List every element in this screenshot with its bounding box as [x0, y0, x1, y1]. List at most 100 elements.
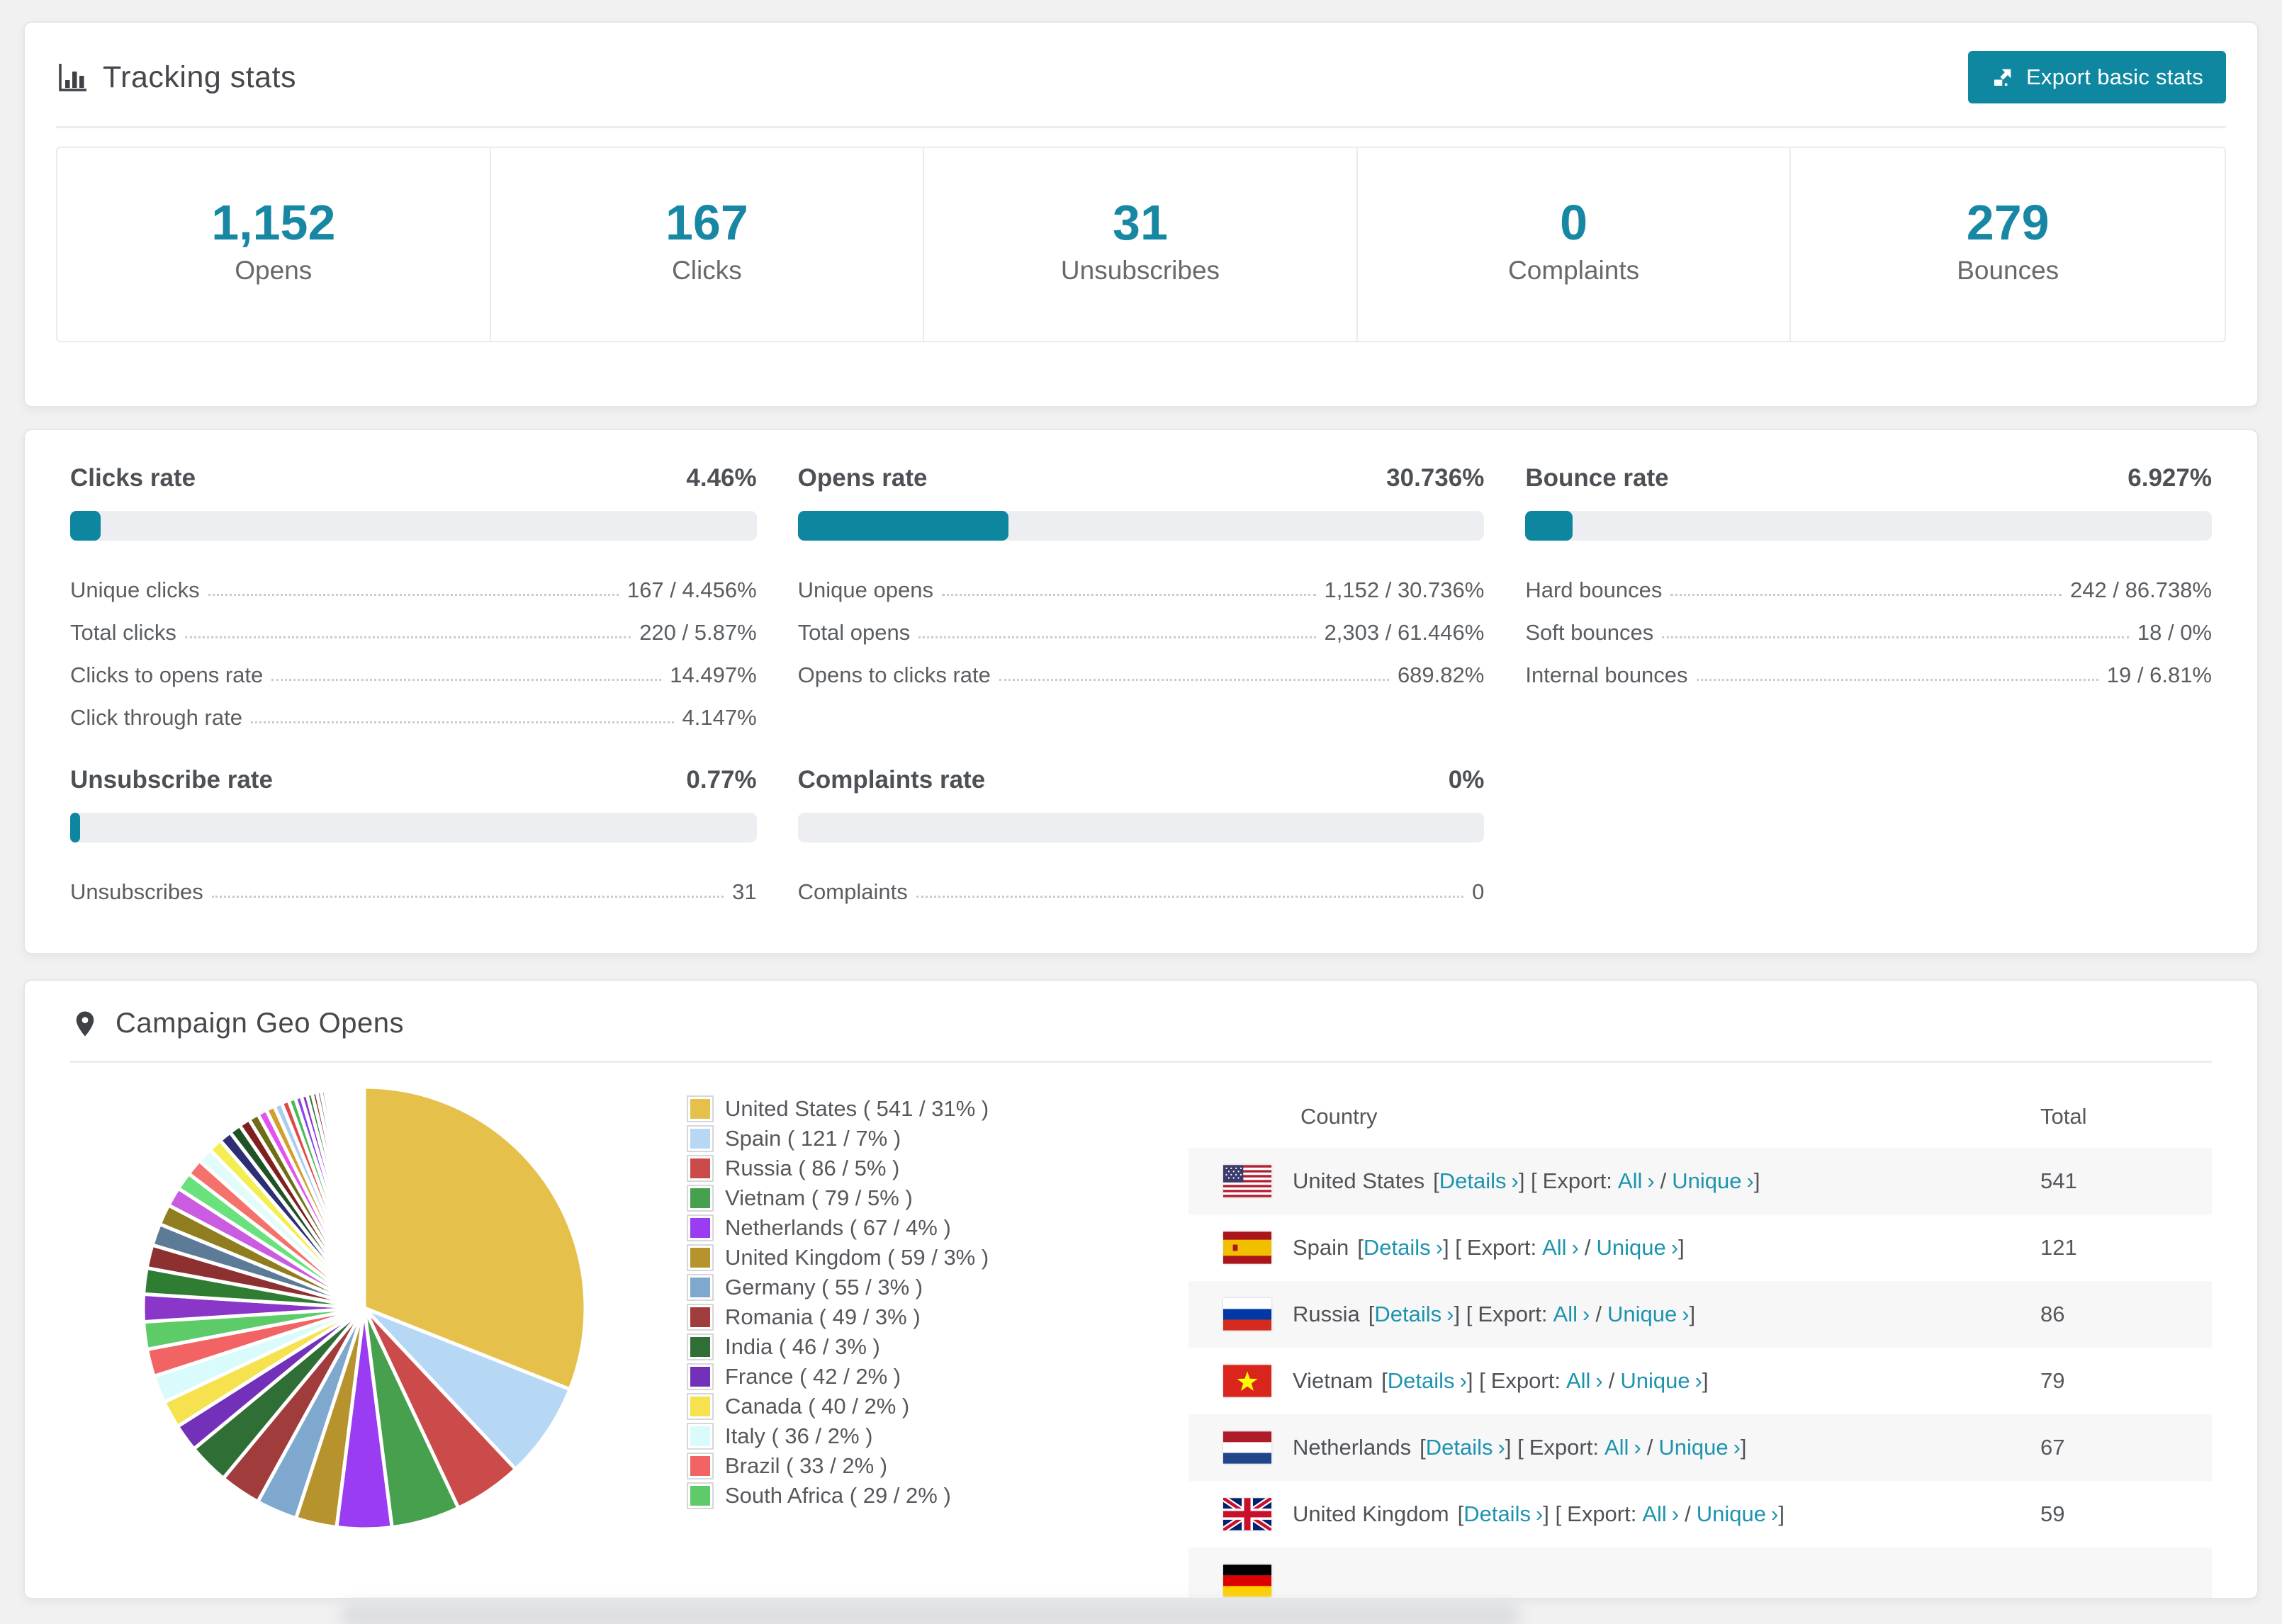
export-label: Export: — [1478, 1302, 1548, 1326]
rate-progress-track — [1525, 511, 2212, 541]
rate-value: 30.736% — [1386, 464, 1485, 492]
geo-pie-chart — [70, 1068, 658, 1598]
legend-label: France ( 42 / 2% ) — [725, 1364, 901, 1389]
export-all-link[interactable]: All › — [1542, 1235, 1579, 1260]
rate-metric-row: Unique clicks 167 / 4.456% — [70, 560, 757, 603]
country-name: United States — [1293, 1168, 1425, 1193]
rate-progress-fill — [1525, 511, 1573, 541]
slash: / — [1584, 1235, 1591, 1260]
rate-metric-row: Hard bounces 242 / 86.738% — [1525, 560, 2212, 603]
details-link[interactable]: Details › — [1425, 1435, 1505, 1460]
country-name: United Kingdom — [1293, 1501, 1449, 1526]
country-cell: Netherlands [Details ›] [Export: All › / Uniqu… — [1188, 1414, 2028, 1481]
export-unique-link[interactable]: Unique › — [1620, 1368, 1702, 1393]
rate-metric-row: Complaints 0 — [798, 862, 1485, 905]
bracket: ] — [1678, 1235, 1685, 1260]
metric-label: Soft bounces — [1525, 620, 1654, 645]
rate-metric-row: Total opens 2,303 / 61.446% — [798, 603, 1485, 645]
dotted-leader — [1696, 679, 2098, 681]
country-flag-us — [1223, 1165, 1271, 1197]
metric-label: Total opens — [797, 620, 911, 645]
legend-swatch — [687, 1393, 714, 1420]
export-label: Export: — [1542, 1168, 1612, 1193]
total-cell: 79 — [2040, 1368, 2065, 1393]
rate-title: Unsubscribe rate — [70, 766, 273, 794]
details-link[interactable]: Details › — [1363, 1235, 1444, 1260]
details-link[interactable]: Details › — [1463, 1501, 1544, 1526]
export-unique-link[interactable]: Unique › — [1607, 1302, 1690, 1326]
bracket: ] — [1778, 1501, 1784, 1526]
bracket: [ — [1457, 1501, 1464, 1526]
pie-slice — [362, 1306, 572, 1471]
summary-stat-bounces: 279 Bounces — [1791, 148, 2225, 341]
geo-legend: United States ( 541 / 31% ) Spain ( 121 /… — [658, 1068, 1169, 1598]
metric-value: 19 / 6.81% — [2106, 662, 2212, 687]
export-unique-link[interactable]: Unique › — [1596, 1235, 1679, 1260]
metric-label: Clicks to opens rate — [70, 662, 264, 687]
total-cell: 86 — [2040, 1302, 2065, 1326]
chevron-icon: › — [1634, 1435, 1641, 1460]
bracket: [ — [1420, 1435, 1426, 1460]
pie-slice — [362, 1085, 588, 1392]
slash: / — [1685, 1501, 1691, 1526]
metric-label: Internal bounces — [1525, 662, 1688, 687]
chevron-icon: › — [1647, 1168, 1655, 1193]
geo-opens-card: Campaign Geo Opens United States ( 541 /… — [23, 979, 2259, 1599]
bracket: ] — [1702, 1368, 1709, 1393]
legend-swatch — [687, 1155, 714, 1182]
rate-progress-fill — [797, 511, 1009, 541]
rate-metric-row: Clicks to opens rate 14.497% — [70, 645, 757, 688]
column-header-total: Total — [2040, 1104, 2087, 1129]
metric-value: 4.147% — [682, 705, 757, 730]
export-all-link[interactable]: All › — [1642, 1501, 1680, 1526]
chevron-icon: › — [1583, 1302, 1590, 1326]
export-all-link[interactable]: All › — [1566, 1368, 1603, 1393]
page-title: Tracking stats — [103, 60, 297, 94]
rate-metric-list: Complaints 0 — [798, 862, 1485, 905]
metric-value: 14.497% — [670, 662, 757, 687]
bracket: ] — [1753, 1168, 1760, 1193]
country-flag-de — [1223, 1564, 1271, 1597]
table-row-cut — [1188, 1547, 2212, 1598]
rate-metric-list: Unique opens 1,152 / 30.736% Total opens 2,… — [798, 560, 1485, 688]
country-cell: Vietnam [Details ›] [Export: All › / Unique ›] — [1188, 1348, 2028, 1414]
metric-value: 242 / 86.738% — [2070, 577, 2212, 602]
bracket: [ — [1357, 1235, 1364, 1260]
legend-item: South Africa ( 29 / 2% ) — [687, 1481, 1169, 1511]
summary-stat-unsubscribes: 31 Unsubscribes — [924, 148, 1358, 341]
rate-metric-row: Total clicks 220 / 5.87% — [70, 603, 757, 645]
details-link[interactable]: Details › — [1387, 1368, 1467, 1393]
metric-label: Total clicks — [70, 620, 176, 645]
bracket: ] [ — [1543, 1501, 1562, 1526]
stat-value: 31 — [1113, 195, 1168, 250]
metric-value: 689.82% — [1397, 662, 1485, 687]
bracket: ] — [1740, 1435, 1747, 1460]
legend-swatch — [687, 1095, 714, 1122]
chevron-icon: › — [1595, 1368, 1603, 1393]
export-basic-stats-button[interactable]: Export basic stats — [1967, 51, 2226, 103]
bracket: ] [ — [1466, 1368, 1485, 1393]
legend-swatch — [687, 1482, 714, 1509]
metric-value: 0 — [1472, 879, 1485, 904]
legend-label: Brazil ( 33 / 2% ) — [725, 1453, 888, 1478]
export-all-link[interactable]: All › — [1553, 1302, 1590, 1326]
export-all-link[interactable]: All › — [1604, 1435, 1641, 1460]
table-row-united-states: United States [Details ›] [Export: All › / Uni… — [1188, 1148, 2212, 1214]
export-unique-link[interactable]: Unique › — [1672, 1168, 1754, 1193]
geo-table: Country Total United States[Details ›] [E… — [1188, 1068, 2212, 1598]
details-link[interactable]: Details › — [1374, 1302, 1454, 1326]
details-link[interactable]: Details › — [1439, 1168, 1519, 1193]
legend-swatch — [687, 1125, 714, 1152]
summary-row: 1,152 Opens 167 Clicks 31 Unsubscribes 0 Compla… — [56, 147, 2226, 342]
rate-title: Opens rate — [797, 464, 928, 492]
export-unique-link[interactable]: Unique › — [1696, 1501, 1779, 1526]
rate-title: Clicks rate — [70, 464, 196, 492]
country-name: Russia — [1293, 1302, 1360, 1326]
stat-label: Complaints — [1508, 256, 1640, 285]
country-cell — [1188, 1547, 2028, 1598]
legend-item: United Kingdom ( 59 / 3% ) — [687, 1243, 1169, 1273]
rate-value: 0% — [1448, 766, 1485, 794]
rate-panel-header: Complaints rate 0% — [798, 766, 1485, 794]
export-all-link[interactable]: All › — [1617, 1168, 1655, 1193]
export-unique-link[interactable]: Unique › — [1658, 1435, 1741, 1460]
